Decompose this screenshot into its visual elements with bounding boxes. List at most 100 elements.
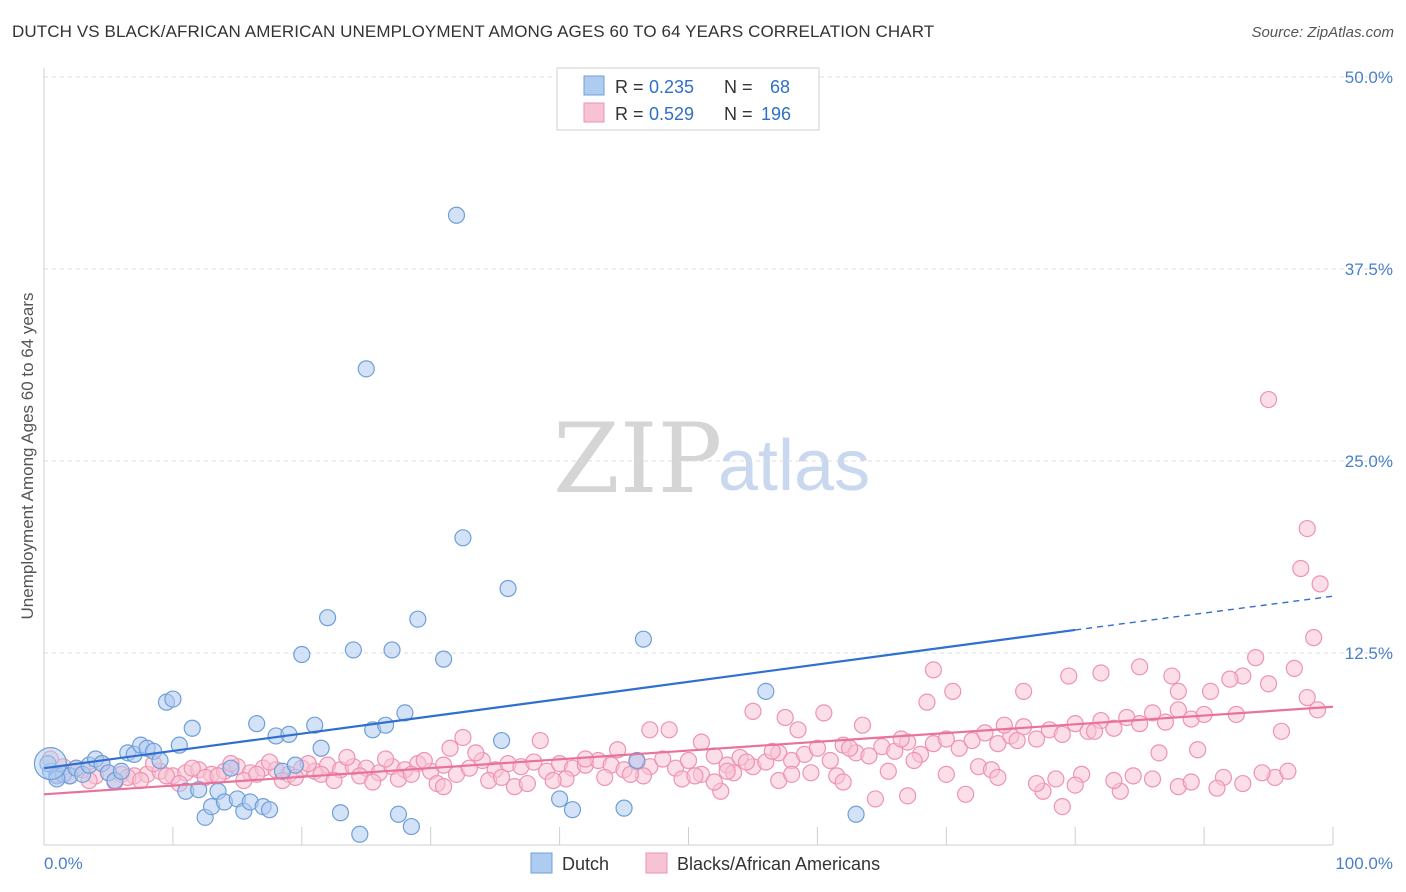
y-tick-label: 37.5% [1345,260,1393,279]
black-point [183,759,201,777]
black-point [1201,682,1220,701]
black-point [1234,774,1252,793]
dutch-point [331,804,350,822]
dutch-point [222,759,240,777]
dutch-point [376,716,395,734]
dutch-point [183,719,201,737]
black-point [518,774,536,793]
black-point [1131,715,1149,733]
black-point [1253,764,1271,782]
black-point [132,771,150,790]
series-legend: Dutch Blacks/African Americans [530,852,880,874]
black-point [808,739,827,757]
black-point [860,747,878,765]
black-point [918,693,936,711]
stats-n-value-black: 196 [761,104,791,124]
black-point [899,787,917,805]
dutch-point [454,529,472,547]
dutch-point [434,650,453,668]
dutch-point [344,641,362,659]
black-point [531,731,549,750]
legend-dutch-label: Dutch [562,854,609,874]
dutch-point [383,641,401,659]
stats-r-label-dutch: R = [615,77,644,97]
black-point [248,765,266,783]
black-point [841,739,859,757]
dutch-point [492,731,511,750]
black-point [1182,773,1200,791]
dutch-point [293,645,311,664]
black-point [1008,731,1026,750]
black-point [157,767,176,785]
dutch-point [164,690,182,708]
watermark: ZIP atlas [553,403,870,515]
watermark-atlas: atlas [718,426,870,506]
black-point [1105,771,1123,790]
black-point [1015,682,1033,701]
black-point [376,750,395,768]
black-point [1066,776,1084,794]
stats-legend-black-swatch [583,102,605,123]
black-point [1143,704,1162,722]
black-point [879,762,897,780]
black-point [1060,667,1078,685]
black-point [1085,722,1104,740]
dutch-point [190,781,208,799]
stats-r-label-black: R = [615,104,644,124]
black-point [1105,719,1123,737]
black-point [1259,390,1278,409]
dutch-point [563,801,582,819]
black-point [1047,770,1065,788]
chart-title: DUTCH VS BLACK/AFRICAN AMERICAN UNEMPLOY… [12,22,935,41]
black-point [834,773,852,791]
black-point [783,765,801,783]
black-point [686,767,704,785]
black-point [454,728,472,747]
black-point [1027,730,1046,748]
black-point [641,721,659,739]
y-tick-label: 50.0% [1345,68,1393,87]
black-point [892,730,910,748]
stats-r-value-black: 0.529 [649,104,694,124]
x-tick-label-max: 100.0% [1335,854,1393,873]
dutch-point [306,716,324,734]
black-point [1298,688,1316,707]
black-point [995,716,1013,734]
black-point [1311,575,1329,593]
trend-lines [43,595,1334,796]
black-point [1221,670,1239,688]
stats-n-label-dutch: N = [724,77,753,97]
black-point [705,773,723,791]
black-point [866,790,885,808]
black-point [905,751,923,770]
black-point [737,753,756,771]
dutch-point [312,739,330,757]
black-point [434,756,453,774]
black-point [944,682,962,701]
black-point [776,708,794,727]
black-point [1189,741,1207,759]
black-point [1208,779,1226,797]
black-point [441,739,459,757]
y-tick-labels: 12.5% 25.0% 37.5% 50.0% [1345,68,1393,663]
black-point [260,753,279,771]
black-point [957,785,975,803]
watermark-zip: ZIP [553,403,722,515]
dutch-point [550,790,569,808]
black-point [937,730,955,748]
dutch-point [286,756,304,774]
y-tick-label: 25.0% [1345,452,1393,471]
black-point [744,702,762,720]
black-point [1027,774,1046,793]
dutch-point [112,762,130,780]
black-point [1247,649,1265,667]
black-point [660,721,678,739]
y-tick-label: 12.5% [1345,644,1393,663]
black-point [415,751,433,770]
black-point [654,750,672,768]
dutch-point [351,825,369,843]
dutch-trend-extension [1075,595,1334,631]
black-point [1053,725,1071,744]
black-point [989,768,1007,787]
dutch-trend-line [43,628,1076,770]
